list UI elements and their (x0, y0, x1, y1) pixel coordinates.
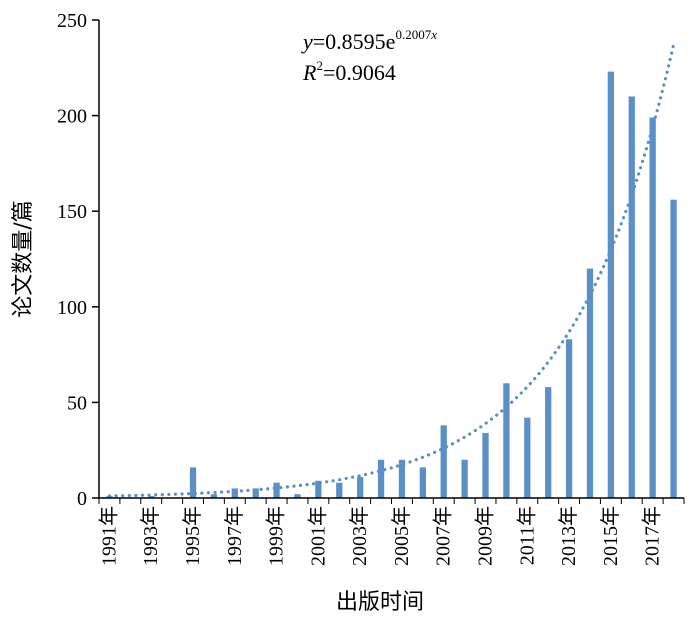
bar-2004年 (377, 459, 385, 498)
y-tick-label: 0 (77, 488, 87, 510)
equation-rhs: =0.8595e (313, 29, 396, 54)
x-tick-label: 2007年 (432, 506, 455, 566)
x-ticks: 1991年 1993年 1995年 1997年 1999年 2001年 2003年 2005年… (97, 498, 685, 566)
trendline-equation: y=0.8595e0.2007x (301, 27, 437, 54)
x-tick-label: 2011年 (515, 506, 538, 565)
trendline-r2: R2=0.9064 (302, 58, 396, 85)
bar-1997年 (231, 488, 238, 498)
x-tick-label: 1993年 (139, 506, 162, 566)
bar-2007年 (440, 425, 447, 498)
r2-sup: 2 (316, 58, 323, 73)
equation-y: y (301, 29, 313, 54)
x-tick-label: 1995年 (181, 506, 204, 566)
equation-exponent: 0.2007 (395, 27, 431, 42)
bar-2008年 (461, 459, 468, 498)
bar-2017年 (649, 117, 656, 498)
bar-2002年 (336, 482, 343, 498)
bar-1996年 (210, 494, 218, 498)
bar-2015年 (607, 71, 615, 499)
bar-2009年 (482, 432, 489, 498)
bar-2003年 (357, 476, 364, 498)
equation-exponent-var: x (430, 27, 437, 42)
bar-2012年 (545, 387, 552, 498)
x-tick-label: 2001年 (306, 506, 329, 566)
bar-1998年 (252, 488, 259, 498)
bar-2018年 (670, 199, 677, 499)
x-tick-label: 2003年 (348, 506, 371, 566)
x-axis-title: 出版时间 (336, 590, 424, 615)
bar-2010年 (503, 383, 510, 498)
bar-2001年 (315, 480, 322, 498)
y-tick-label: 200 (57, 106, 87, 128)
bar-2006年 (419, 467, 426, 498)
bar-1993年 (148, 496, 155, 498)
x-tick-label: 1991年 (97, 506, 120, 566)
x-tick-label: 2015年 (599, 506, 622, 566)
bar-2013年 (565, 339, 573, 498)
y-tick-label: 50 (67, 392, 87, 414)
r2-label: R (302, 60, 317, 85)
y-tick-label: 100 (57, 297, 87, 319)
x-tick-label: 1999年 (265, 506, 288, 566)
bar-2014年 (586, 268, 594, 498)
bar-2011年 (524, 417, 531, 498)
trendline (107, 43, 676, 498)
x-tick-label: 2009年 (474, 506, 497, 566)
bar-series (106, 71, 677, 499)
y-ticks: 0 50 100 150 200 250 (57, 10, 99, 510)
bar-2000年 (294, 494, 301, 498)
bar-1999年 (273, 482, 280, 498)
y-tick-label: 250 (57, 10, 87, 32)
bar-1995年 (189, 467, 197, 498)
x-tick-label: 2017年 (641, 506, 664, 566)
x-tick-label: 2005年 (390, 506, 413, 566)
bar-2016年 (628, 96, 635, 498)
r2-value: =0.9064 (323, 60, 396, 85)
y-axis-title: 论文数量/篇 (11, 200, 36, 317)
bar-2005年 (398, 459, 406, 498)
y-tick-label: 150 (57, 201, 87, 223)
x-tick-label: 1997年 (223, 506, 246, 566)
x-tick-label: 2013年 (557, 506, 580, 566)
